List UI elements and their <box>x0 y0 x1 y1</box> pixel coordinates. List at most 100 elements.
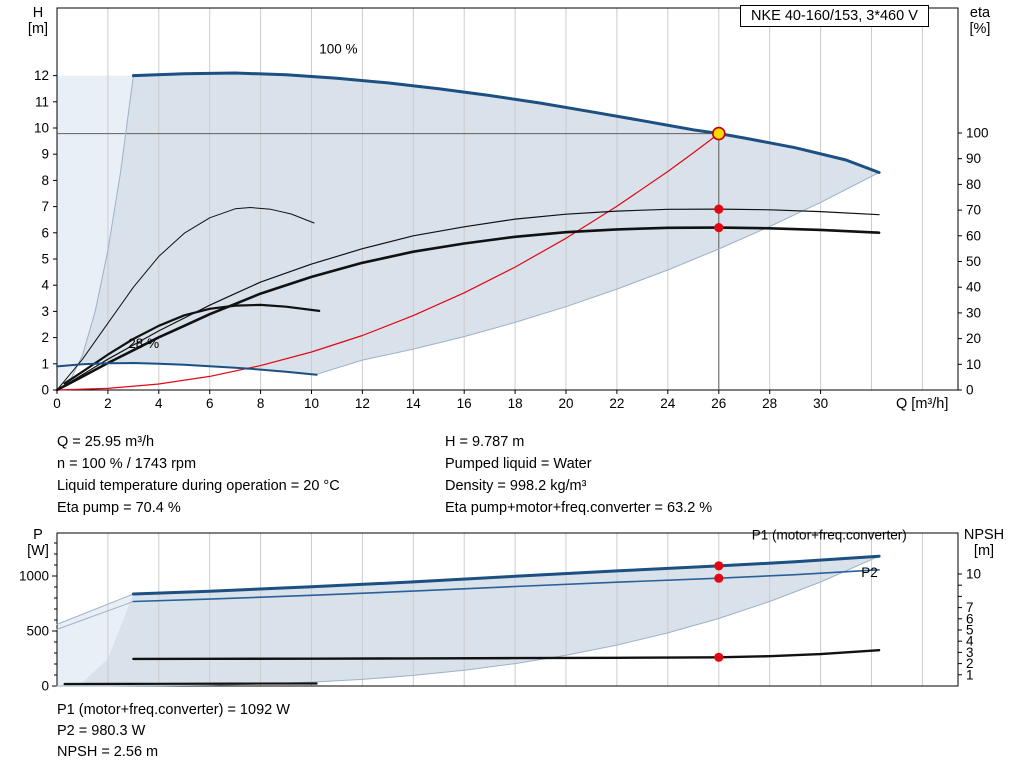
eta-tick-label: 80 <box>966 177 981 192</box>
pump-curve-28pct <box>56 362 318 376</box>
q-tick-label: 10 <box>304 396 319 411</box>
q-tick-label: 16 <box>457 396 472 411</box>
eta-pump-curve <box>56 208 880 391</box>
info-head: H = 9.787 m <box>445 434 525 450</box>
npsh-curve <box>132 649 881 661</box>
N-tick-label: 7 <box>966 600 974 615</box>
power-max-flow-line <box>56 555 880 687</box>
system-curve <box>56 133 720 391</box>
eta-tick-label: 100 <box>966 126 989 141</box>
N-tick-label: 2 <box>966 656 974 671</box>
result-npsh: NPSH = 2.56 m <box>57 744 159 760</box>
p1-curve <box>131 554 881 596</box>
p-axis-unit: [W] <box>27 543 49 559</box>
H-tick-label: 2 <box>41 330 49 345</box>
duty-info-right: H = 9.787 m Pumped liquid = Water Densit… <box>445 431 712 519</box>
eta-tick-label: 20 <box>966 331 981 346</box>
N-tick-label: 5 <box>966 623 974 638</box>
P-tick-label: 500 <box>26 624 49 639</box>
q-tick-label: 14 <box>406 396 422 411</box>
min-flow-boundary-line <box>56 75 134 391</box>
q-tick-label: 8 <box>257 396 265 411</box>
q-tick-label: 0 <box>53 396 61 411</box>
q-tick-label: 2 <box>104 396 112 411</box>
power-results-panel: P1 (motor+freq.converter) = 1092 W P2 = … <box>57 700 290 763</box>
H-tick-label: 0 <box>41 383 49 398</box>
p-axis-symbol: P <box>33 527 43 543</box>
operating-envelope <box>57 73 880 375</box>
p1-duty-point <box>714 561 724 571</box>
plot-border <box>56 7 959 391</box>
q-tick-label: 4 <box>155 396 163 411</box>
eta-tick-label: 40 <box>966 280 981 295</box>
N-tick-label: 4 <box>966 634 974 649</box>
H-tick-label: 1 <box>41 356 49 371</box>
npsh-axis-unit: [m] <box>973 543 995 559</box>
p1-curve-label: P1 (motor+freq.converter) <box>752 528 907 543</box>
q-tick-label: 26 <box>711 396 726 411</box>
H-tick-label: 9 <box>41 147 49 162</box>
speed-28-label: 28 % <box>128 336 159 351</box>
N-tick-label: 1 <box>966 667 974 682</box>
q-tick-label: 30 <box>813 396 828 411</box>
min-flow-region <box>57 75 134 390</box>
max-flow-boundary-line <box>316 172 880 375</box>
q-tick-label: 22 <box>609 396 624 411</box>
eta-tick-label: 50 <box>966 254 981 269</box>
eta-axis-symbol: eta <box>969 5 991 21</box>
pump-curve-100pct <box>131 71 881 174</box>
q-tick-label: 6 <box>206 396 214 411</box>
result-p1: P1 (motor+freq.converter) = 1092 W <box>57 702 290 718</box>
p2-duty-point <box>714 573 724 583</box>
q-tick-label: 20 <box>558 396 573 411</box>
eta-tick-label: 0 <box>966 383 974 398</box>
eta-total-reduced-curve <box>63 303 321 385</box>
q-tick-label: 12 <box>355 396 370 411</box>
result-p2: P2 = 980.3 W <box>57 723 146 739</box>
eta-axis-unit: [%] <box>969 21 991 37</box>
eta-tick-label: 10 <box>966 357 981 372</box>
npsh-axis-header: NPSH [m] <box>955 527 1013 559</box>
q-axis-label: Q [m³/h] <box>896 396 949 412</box>
npsh-axis-symbol: NPSH <box>963 527 1005 543</box>
info-pumped-liquid: Pumped liquid = Water <box>445 456 592 472</box>
h-axis-header: H [m] <box>18 5 58 37</box>
duty-info-left: Q = 25.95 m³/h n = 100 % / 1743 rpm Liqu… <box>57 431 340 519</box>
H-tick-label: 3 <box>41 304 49 319</box>
eta-tick-label: 90 <box>966 151 981 166</box>
q-tick-label: 18 <box>508 396 523 411</box>
info-liquid-temp: Liquid temperature during operation = 20… <box>57 478 340 494</box>
info-density: Density = 998.2 kg/m³ <box>445 478 587 494</box>
speed-100-label: 100 % <box>319 41 357 56</box>
q-tick-label: 28 <box>762 396 777 411</box>
npsh-duty-point <box>714 652 724 662</box>
N-tick-label: 6 <box>966 611 974 626</box>
power-min-flow-line-p2 <box>56 601 134 630</box>
info-flow: Q = 25.95 m³/h <box>57 434 155 450</box>
eta-total-duty-point <box>714 223 724 233</box>
power-min-flow-line-p1 <box>56 593 134 625</box>
H-tick-label: 10 <box>34 121 49 136</box>
eta-axis-header: eta [%] <box>957 5 1003 37</box>
H-tick-label: 7 <box>41 199 49 214</box>
P-tick-label: 1000 <box>19 569 49 584</box>
H-tick-label: 11 <box>35 94 49 109</box>
p-axis-header: P [W] <box>18 527 58 559</box>
eta-tick-label: 70 <box>966 203 981 218</box>
info-eta-pump: Eta pump = 70.4 % <box>57 500 181 516</box>
N-tick-label: 3 <box>966 645 974 660</box>
info-eta-total: Eta pump+motor+freq.converter = 63.2 % <box>445 500 713 516</box>
H-tick-label: 5 <box>41 252 49 267</box>
P-tick-label: 0 <box>41 679 49 694</box>
H-tick-label: 4 <box>41 278 49 293</box>
eta-pump-reduced-curve <box>56 207 315 391</box>
eta-tick-label: 60 <box>966 228 981 243</box>
H-tick-label: 8 <box>41 173 49 188</box>
h-axis-unit: [m] <box>27 21 49 37</box>
eta-pump-duty-point <box>714 204 724 214</box>
H-tick-label: 12 <box>34 68 49 83</box>
